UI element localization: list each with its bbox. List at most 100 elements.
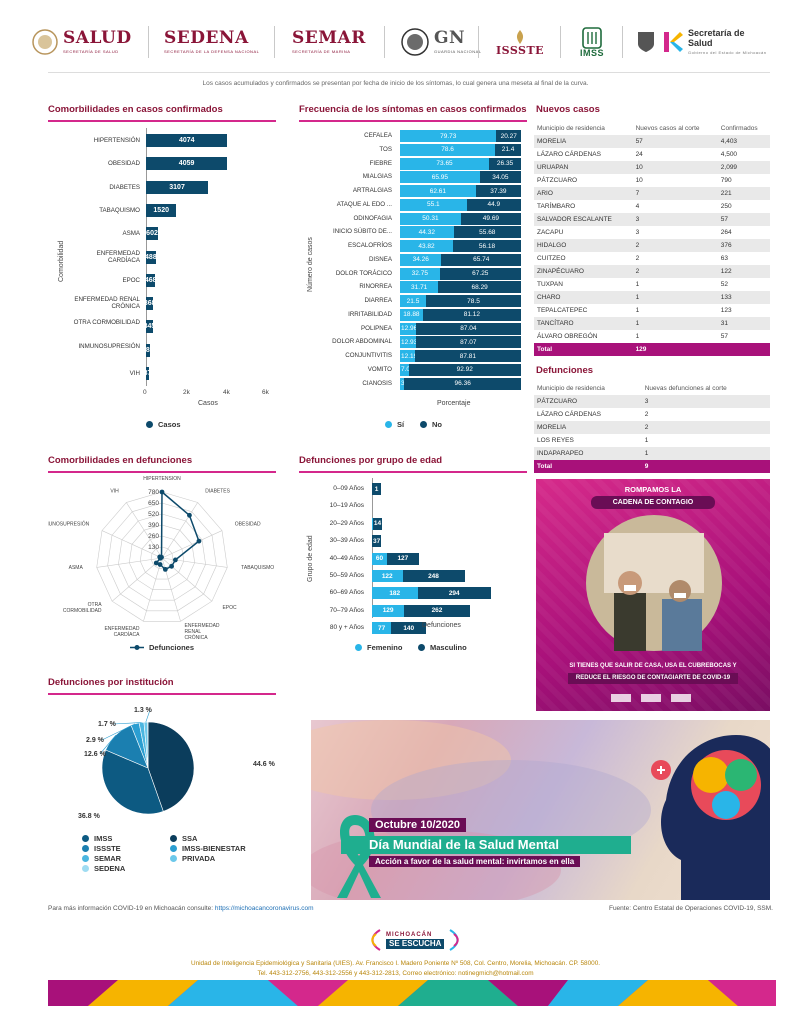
freq-category-label: CEFALEA: [364, 132, 392, 139]
comorb-bar: 180: [142, 343, 154, 357]
freq-category-label: IRRITABILIDAD: [348, 310, 392, 318]
comorb-tick-4k: 4k: [223, 389, 230, 396]
freq-category-label: DIARREA: [364, 297, 392, 304]
promo2-title-bg: [341, 836, 631, 854]
pie-legend-label: PRIVADA: [182, 854, 216, 863]
header-divider: [48, 72, 770, 73]
semar-logo-sub: SECRETARÍA DE MARINA: [292, 49, 351, 54]
deaths-row: PÁTZCUARO 3: [534, 395, 770, 408]
col-municipio: Municipio de residencia: [537, 385, 605, 392]
promo-logo-icon: [641, 694, 661, 702]
cell-municipio: HIDALGO: [534, 239, 633, 252]
comorb-bar: 368: [144, 297, 156, 311]
radar-chart: 130 260 390 520 650 780 HIPERTENSIÓN DIABETES OB…: [48, 476, 274, 641]
radar-tick-label: 780: [148, 489, 159, 496]
footer-url-link[interactable]: https://michoacancoronavirus.com: [214, 905, 314, 912]
comorb-x-label: Casos: [198, 400, 218, 407]
cell-municipio: LOS REYES: [537, 437, 574, 444]
pie-leader-line: [99, 734, 117, 755]
freq-category-label: DISNEA: [368, 255, 392, 263]
cell-nuevos: 2: [635, 255, 640, 262]
cell-confirmados: 264: [720, 229, 732, 236]
comorb-bar: 3107: [146, 180, 209, 194]
cell-confirmados: 122: [717, 265, 770, 278]
promo-salud-mental: Octubre 10/2020 Día Mundial de la Salud …: [311, 720, 770, 900]
cell-municipio: ZINAPÉCUARO: [534, 265, 633, 278]
awareness-ribbon-icon: [337, 815, 381, 898]
pie-value-label: 2.9 %: [86, 737, 105, 744]
new-cases-row: ÁLVARO OBREGÓN 1 57: [534, 330, 770, 343]
radar-tick-label: 130: [148, 544, 159, 551]
age-category-label: 20–29 Años: [329, 519, 364, 527]
comorb-category-label: OTRA CORMOBILIDAD: [73, 319, 140, 327]
logo-divider: [384, 26, 385, 58]
comorb-tick-6k: 6k: [262, 389, 269, 396]
radar-point: [173, 557, 178, 563]
comorb-tick-0: 0: [143, 389, 147, 396]
cell-confirmados: 57: [717, 213, 770, 226]
pie-legend-label: ISSSTE: [94, 844, 121, 853]
eagle-seal-icon: [32, 29, 58, 55]
pie-legend-swatch: [82, 865, 89, 872]
comorbidities-title: Comorbilidades en casos confirmados: [48, 104, 223, 115]
si-legend-label: Sí: [397, 420, 405, 429]
age-category-label: 0–09 Años: [333, 485, 364, 492]
freq-bar-no: 37.39: [475, 185, 521, 197]
freq-category-label: MIALGIAS: [362, 173, 392, 181]
logo-divider: [148, 26, 149, 58]
age-bar-femenino: 129: [372, 604, 405, 617]
freq-bar-no: 67.25: [439, 267, 521, 280]
femenino-legend-label: Femenino: [367, 643, 403, 652]
michoacan-k-icon: [664, 32, 683, 52]
cell-municipio: MORELIA: [534, 135, 633, 148]
age-category-label: 60–69 Años: [329, 589, 364, 597]
gn-logo-sub: GUARDIA NACIONAL: [434, 49, 482, 54]
logo-divider: [560, 26, 561, 58]
pie-legend-swatch: [170, 835, 177, 842]
comorb-bar: 37: [144, 367, 151, 380]
radar-spoke: [96, 557, 163, 568]
cell-confirmados: 4,403: [717, 135, 770, 148]
radar-axis-label: OTRA CORMOBILIDAD: [63, 602, 102, 614]
radar-spoke: [161, 557, 213, 602]
freq-category-label: INICIO SÚBITO DE...: [332, 228, 392, 236]
freq-category-label: FIEBRE: [369, 159, 392, 167]
new-cases-row: TEPALCATEPEC 1 123: [534, 304, 770, 317]
freq-bar-no: 26.35: [489, 157, 521, 170]
radar-tick-label: 650: [148, 500, 159, 507]
pie-legend-label: IMSS: [94, 834, 113, 843]
pie-legend-label: SSA: [182, 834, 198, 843]
cell-municipio: ARIO: [534, 187, 633, 200]
age-bar-masculino: 262: [404, 604, 470, 617]
freq-bar-no: 21.4: [495, 143, 521, 156]
new-cases-row: CUITZEO 2 63: [534, 252, 770, 265]
footer-address: Unidad de Inteligencia Epidemiológica y …: [190, 960, 601, 967]
cell-municipio: ÁLVARO OBREGÓN: [537, 333, 598, 340]
age-category-label: 80 y + Años: [329, 624, 364, 632]
cell-nuevos: 1: [635, 281, 640, 288]
comorbidities-title-underline: [48, 120, 276, 122]
comorb-category-label: ENFERMEDAD CARDÍACA: [96, 249, 140, 264]
new-cases-row: TUXPAN 1 52: [534, 278, 770, 291]
age-category-label: 40–49 Años: [329, 554, 364, 562]
imss-emblem-icon: [582, 26, 602, 49]
cell-defunciones: 2: [644, 411, 649, 418]
comorb-bar: 4074: [146, 134, 228, 147]
freq-bar-si: 62.61: [400, 185, 476, 197]
pie-legend-swatch: [82, 855, 89, 862]
pie-legend-label: SEDENA: [94, 864, 126, 873]
cell-confirmados: 52: [720, 281, 729, 288]
people-mask-photo-icon: [586, 515, 722, 651]
cell-defunciones: 2: [641, 421, 770, 434]
total-label: Total: [534, 460, 642, 473]
pie-slice: [147, 721, 195, 812]
freq-bar-no: 56.18: [453, 240, 521, 252]
pie-leader-line: [113, 722, 142, 725]
pie-value-label: 44.6 %: [253, 761, 276, 768]
footer-info: Para más información COVID-19 en Michoac…: [48, 905, 314, 912]
freq-bar-no: 65.74: [441, 253, 521, 266]
radar-axis-label: ENFERMEDAD RENAL CRÓNICA: [185, 623, 220, 641]
pie-legend-item: SEDENA: [82, 864, 125, 873]
total-value: 9: [641, 460, 770, 473]
casos-legend-label: Casos: [158, 420, 181, 429]
